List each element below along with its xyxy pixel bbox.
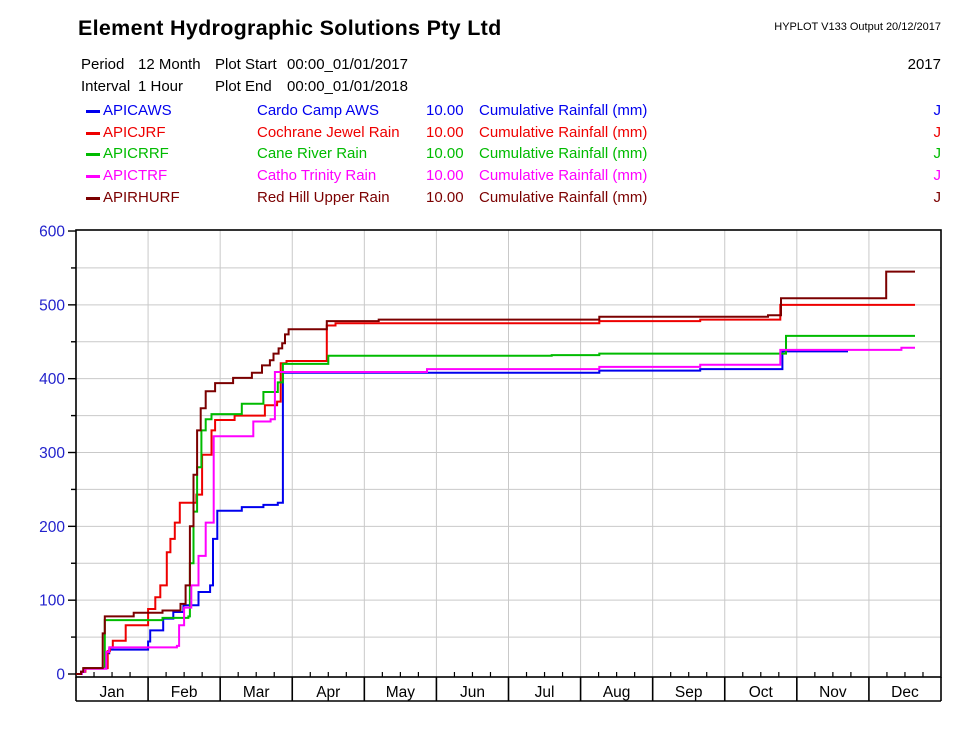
legend-station-id: APICJRF xyxy=(103,124,166,141)
series-APICAWS xyxy=(76,350,848,675)
month-label: Jan xyxy=(100,684,125,701)
y-axis-tick-label: 100 xyxy=(39,593,65,610)
legend-station-name: Cardo Camp AWS xyxy=(257,102,379,119)
legend-scale-value: 10.00 xyxy=(426,102,464,119)
y-axis-tick-label: 300 xyxy=(39,445,65,462)
legend-parameter: Cumulative Rainfall (mm) xyxy=(479,189,648,206)
interval-label: Interval xyxy=(81,78,131,95)
month-label: Nov xyxy=(819,684,847,701)
legend-station-name: Catho Trinity Rain xyxy=(257,167,377,184)
period-label: Period xyxy=(81,56,125,73)
legend-parameter: Cumulative Rainfall (mm) xyxy=(479,145,648,162)
period-value: 12 Month xyxy=(138,56,201,73)
month-label: Jul xyxy=(535,684,555,701)
month-label: May xyxy=(386,684,416,701)
legend-scale-value: 10.00 xyxy=(426,189,464,206)
month-label: Sep xyxy=(675,684,703,701)
y-axis-tick-label: 500 xyxy=(39,297,65,314)
legend-quality-flag: J xyxy=(933,145,942,162)
month-label: Jun xyxy=(460,684,485,701)
hyplot-version-text: HYPLOT V133 Output 20/12/2017 xyxy=(774,21,941,33)
series-color-dash-icon xyxy=(86,175,100,178)
legend-station-id: APIRHURF xyxy=(103,189,180,206)
legend-station-id: APICAWS xyxy=(103,102,172,119)
legend-station-name: Cane River Rain xyxy=(257,145,368,162)
y-axis-tick-label: 200 xyxy=(39,519,65,536)
plot-start-value: 00:00_01/01/2017 xyxy=(287,56,408,73)
legend-row: APICRRF Cane River Rain 10.00 Cumulative… xyxy=(0,145,968,165)
series-color-dash-icon xyxy=(86,132,100,135)
legend-parameter: Cumulative Rainfall (mm) xyxy=(479,124,648,141)
legend-station-name: Red Hill Upper Rain xyxy=(257,189,390,206)
legend-row: APIRHURF Red Hill Upper Rain 10.00 Cumul… xyxy=(0,189,968,209)
legend-row: APICTRF Catho Trinity Rain 10.00 Cumulat… xyxy=(0,167,968,187)
series-color-dash-icon xyxy=(86,110,100,113)
plot-start-label: Plot Start xyxy=(215,56,277,73)
plot-end-label: Plot End xyxy=(215,78,272,95)
legend-scale-value: 10.00 xyxy=(426,124,464,141)
interval-value: 1 Hour xyxy=(138,78,184,95)
legend-row: APICAWS Cardo Camp AWS 10.00 Cumulative … xyxy=(0,102,968,122)
legend-scale-value: 10.00 xyxy=(426,167,464,184)
page-title: Element Hydrographic Solutions Pty Ltd xyxy=(78,16,502,40)
legend-quality-flag: J xyxy=(933,167,942,184)
plot-end-value: 00:00_01/01/2018 xyxy=(287,78,408,95)
legend-station-name: Cochrane Jewel Rain xyxy=(257,124,400,141)
series-APIRHURF xyxy=(76,270,915,675)
legend-parameter: Cumulative Rainfall (mm) xyxy=(479,102,648,119)
legend-station-id: APICRRF xyxy=(103,145,169,162)
y-axis-tick-label: 400 xyxy=(39,371,65,388)
legend-quality-flag: J xyxy=(933,102,942,119)
series-color-dash-icon xyxy=(86,197,100,200)
month-label: Aug xyxy=(603,684,631,701)
legend-quality-flag: J xyxy=(933,189,942,206)
y-axis-tick-label: 600 xyxy=(39,224,65,241)
series-APICRRF xyxy=(76,334,915,675)
year-label: 2017 xyxy=(907,56,941,73)
legend-row: APICJRF Cochrane Jewel Rain 10.00 Cumula… xyxy=(0,124,968,144)
month-label: Dec xyxy=(891,684,919,701)
y-axis-tick-label: 0 xyxy=(56,667,65,684)
month-label: Oct xyxy=(749,684,774,701)
month-label: Feb xyxy=(171,684,198,701)
legend-quality-flag: J xyxy=(933,124,942,141)
month-label: Apr xyxy=(316,684,340,701)
month-label: Mar xyxy=(243,684,270,701)
legend-station-id: APICTRF xyxy=(103,167,168,184)
legend-parameter: Cumulative Rainfall (mm) xyxy=(479,167,648,184)
series-APICTRF xyxy=(76,346,915,675)
legend-scale-value: 10.00 xyxy=(426,145,464,162)
series-color-dash-icon xyxy=(86,153,100,156)
